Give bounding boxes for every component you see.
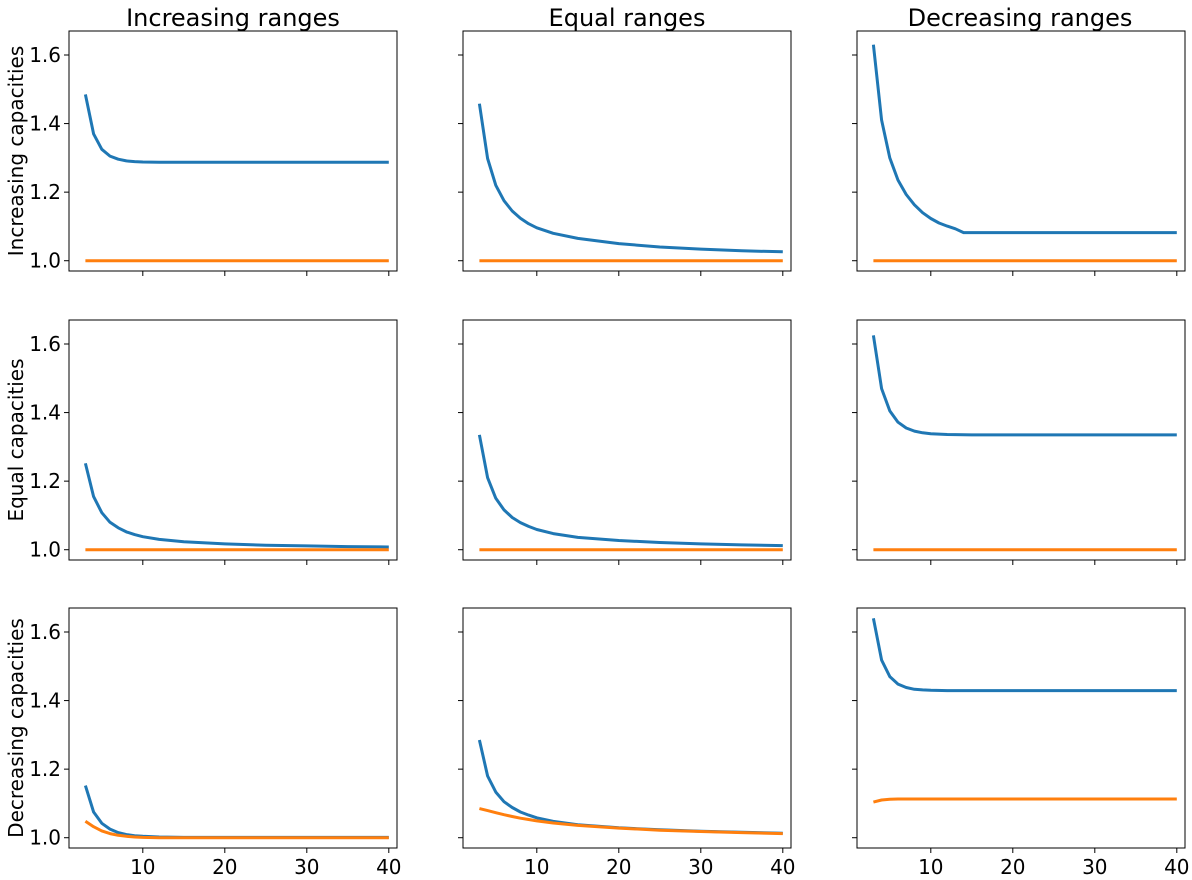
y-tick-label: 1.0: [29, 249, 61, 273]
y-tick-label: 1.2: [29, 757, 61, 781]
series-b-line: [479, 807, 783, 836]
row-label-increasing-capacities: Increasing capacities: [4, 46, 28, 257]
x-tick-label: 20: [1000, 855, 1025, 879]
series-a-line: [871, 618, 1177, 693]
subplot-r1-c0: 1.0 1.2 1.4 1.6: [29, 319, 398, 565]
subplot-r1-c1: [458, 319, 792, 565]
axes-frame: [68, 30, 398, 272]
column-titles: Increasing ranges Equal ranges Decreasin…: [126, 4, 1132, 32]
x-tick-label: 30: [294, 855, 319, 879]
col-title-increasing-ranges: Increasing ranges: [126, 4, 340, 32]
row-labels: Increasing capacities Equal capacities D…: [4, 46, 28, 838]
axes-frame: [462, 607, 792, 849]
x-tick-label: 40: [376, 855, 401, 879]
axes-frame: [856, 607, 1186, 849]
series-a-line: [477, 434, 783, 548]
y-tick-label: 1.4: [29, 689, 61, 713]
subplot-r0-c1: [458, 30, 792, 276]
series-a-line: [871, 44, 1177, 235]
axes-frame: [856, 30, 1186, 272]
x-tick-label: 40: [1164, 855, 1189, 879]
y-tick-label: 1.6: [29, 620, 61, 644]
axes-frame: [462, 319, 792, 561]
axes-frame: [856, 319, 1186, 561]
y-tick-label: 1.2: [29, 469, 61, 493]
x-tick-label: 20: [606, 855, 631, 879]
axes-frame: [462, 30, 792, 272]
col-title-decreasing-ranges: Decreasing ranges: [908, 4, 1133, 32]
y-tick-label: 1.0: [29, 538, 61, 562]
subplot-r2-c0: 1.0 1.2 1.4 1.6 10 20 30 40: [29, 607, 402, 879]
y-tick-label: 1.4: [29, 401, 61, 425]
series-a-line: [477, 103, 783, 254]
series-a-line: [83, 94, 389, 164]
subplot-grid: 1.0 1.2 1.4 1.6 1.0 1.2 1.4 1.6 1.0 1.2 1.4 1.6 10 20…: [29, 30, 1190, 879]
row-label-decreasing-capacities: Decreasing capacities: [4, 618, 28, 838]
series-a-line: [83, 462, 389, 549]
x-tick-label: 30: [688, 855, 713, 879]
y-tick-label: 1.2: [29, 180, 61, 204]
y-tick-label: 1.6: [29, 43, 61, 67]
x-tick-label: 30: [1082, 855, 1107, 879]
x-tick-label: 10: [524, 855, 549, 879]
y-tick-label: 1.0: [29, 826, 61, 850]
x-tick-label: 10: [130, 855, 155, 879]
subplot-r1-c2: [852, 319, 1186, 565]
x-tick-label: 20: [212, 855, 237, 879]
subplot-r2-c2: 10 20 30 40: [852, 607, 1190, 879]
series-b-line: [873, 797, 1177, 804]
subplot-r0-c2: [852, 30, 1186, 276]
axes-frame: [68, 319, 398, 561]
subplot-r2-c1: 10 20 30 40: [458, 607, 796, 879]
y-tick-label: 1.6: [29, 332, 61, 356]
y-tick-label: 1.4: [29, 112, 61, 136]
series-a-line: [871, 335, 1177, 437]
x-tick-label: 10: [918, 855, 943, 879]
col-title-equal-ranges: Equal ranges: [549, 4, 706, 32]
row-label-equal-capacities: Equal capacities: [4, 358, 28, 521]
subplot-r0-c0: 1.0 1.2 1.4 1.6: [29, 30, 398, 276]
axes-frame: [68, 607, 398, 849]
series-b-line: [84, 820, 389, 840]
x-tick-label: 40: [770, 855, 795, 879]
